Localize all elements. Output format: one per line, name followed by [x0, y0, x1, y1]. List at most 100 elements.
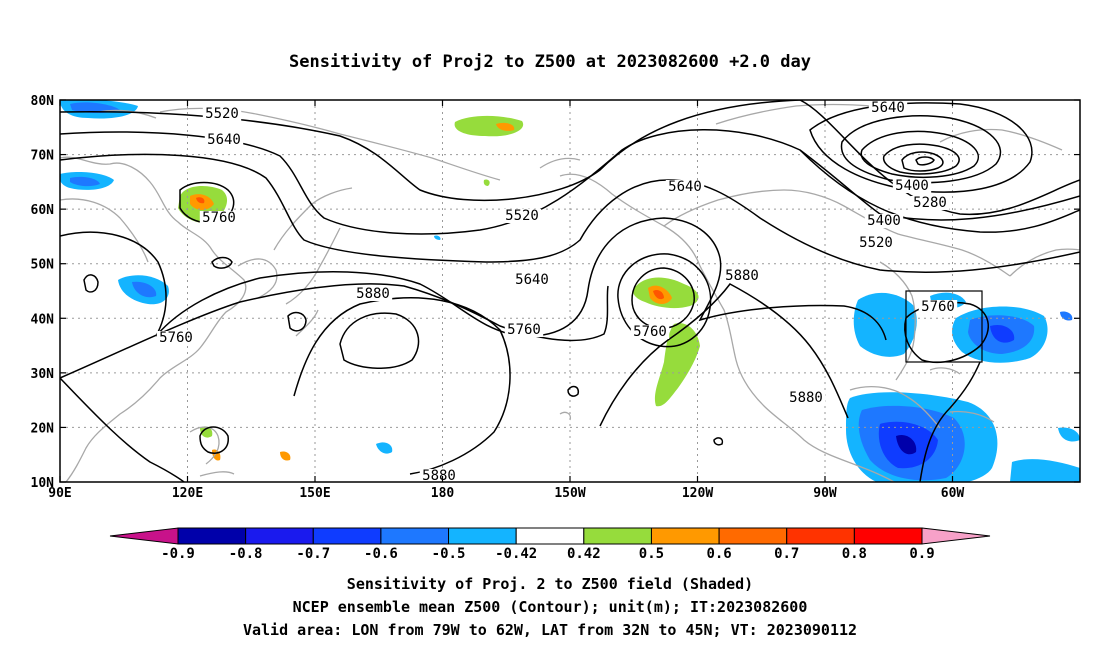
positive-core: [280, 451, 291, 461]
colorbar-label: 0.7: [774, 546, 799, 562]
latitude-label: 80N: [31, 94, 55, 109]
contour-label: 5640: [207, 132, 241, 148]
contour-label-background: [665, 180, 705, 194]
valid-area-box: [905, 290, 983, 363]
contour-label-background: [856, 236, 896, 250]
negative-region: [1058, 427, 1080, 442]
lat-lon-gridlines: [60, 100, 1080, 482]
contour-label-background: [868, 101, 908, 115]
negative-region: [434, 235, 441, 240]
latitude-label: 20N: [31, 421, 55, 436]
negative-core: [70, 176, 100, 187]
longitude-label: 120W: [682, 486, 713, 501]
positive-core: [196, 197, 205, 204]
colorbar-label: 0.9: [909, 546, 934, 562]
negative-core: [896, 434, 917, 455]
contour-label: 5760: [921, 299, 955, 315]
colorbar-segment: [583, 527, 652, 545]
colorbar: -0.9 -0.8 -0.7 -0.6 -0.5 -0.42 0.42 0.5 0.6 0.7 0.…: [109, 527, 991, 562]
colorbar-segment: [515, 527, 585, 545]
contour-label-background: [199, 211, 239, 225]
contour-label-background: [204, 133, 244, 147]
contour-label: 5640: [871, 100, 905, 116]
z500-contours: [60, 100, 1080, 482]
positive-core: [653, 289, 664, 300]
colorbar-label: -0.8: [229, 546, 263, 562]
contour-label: 5760: [633, 324, 667, 340]
colorbar-segment: [312, 527, 382, 545]
colorbar-label: -0.7: [296, 546, 330, 562]
colorbar-segment: [650, 527, 720, 545]
negative-core: [132, 281, 157, 298]
positive-region: [454, 115, 524, 137]
colorbar-label: -0.5: [432, 546, 466, 562]
latitude-label: 70N: [31, 149, 55, 164]
contour-label: 5400: [895, 178, 929, 194]
contour-label: 5520: [205, 106, 239, 122]
positive-region: [200, 426, 213, 438]
contour-label: 5760: [202, 210, 236, 226]
latitude-label: 50N: [31, 258, 55, 273]
colorbar-label: 0.6: [706, 546, 731, 562]
map-panel: 5520 5640 5760 5520 5640 5760 5880 5760 5880 5760…: [60, 100, 1080, 484]
colorbar-label: -0.42: [495, 546, 537, 562]
longitude-label: 60W: [941, 486, 965, 501]
negative-region: [376, 442, 393, 454]
contour-label: 5880: [789, 390, 823, 406]
colorbar-label: -0.6: [364, 546, 398, 562]
longitude-label: 90E: [48, 486, 71, 501]
colorbar-segment: [245, 527, 314, 545]
colorbar-segment: [177, 527, 247, 545]
colorbar-segment: [853, 527, 923, 545]
contour-label-background: [504, 323, 544, 337]
contour-label-background: [512, 273, 552, 287]
contour-label: 5880: [725, 268, 759, 284]
contour-label: 5880: [422, 468, 456, 484]
longitude-label: 120E: [172, 486, 203, 501]
contour-label-background: [864, 214, 904, 228]
negative-core: [990, 324, 1015, 343]
contour-label: 5880: [356, 286, 390, 302]
contour-label-background: [910, 196, 950, 210]
colorbar-arrow-high: [921, 527, 991, 545]
negative-region: [1010, 459, 1080, 482]
contour-label: 5520: [505, 208, 539, 224]
contour-label-background: [353, 287, 393, 301]
positive-region: [654, 323, 700, 407]
contour-label-background: [202, 107, 242, 121]
latitude-label: 30N: [31, 367, 55, 382]
contour-label: 5400: [867, 213, 901, 229]
colorbar-label: 0.8: [842, 546, 867, 562]
colorbar-label: 0.5: [639, 546, 664, 562]
contour-label: 5520: [859, 235, 893, 251]
colorbar-label: -0.9: [161, 546, 195, 562]
contour-label: 5640: [515, 272, 549, 288]
contour-label: 5760: [159, 330, 193, 346]
caption-line-2: NCEP ensemble mean Z500 (Contour); unit(…: [293, 598, 808, 616]
latitude-label: 10N: [31, 476, 55, 491]
caption-line-1: Sensitivity of Proj. 2 to Z500 field (Sh…: [347, 575, 753, 593]
latitude-label: 40N: [31, 312, 55, 327]
contour-label-background: [502, 209, 542, 223]
contour-labels: 5520 5640 5760 5520 5640 5760 5880 5760 5880 5760…: [156, 100, 958, 484]
contour-label: 5760: [507, 322, 541, 338]
longitude-label: 180: [431, 486, 455, 501]
longitude-labels: 90E 120E 150E 180 150W 120W 90W 60W: [48, 486, 964, 501]
colorbar-label: 0.42: [567, 546, 601, 562]
contour-label-background: [630, 325, 670, 339]
colorbar-arrow-low: [109, 527, 179, 545]
contour-label-background: [156, 331, 196, 345]
colorbar-segment: [380, 527, 450, 545]
positive-region: [483, 179, 490, 186]
latitude-labels: 80N 70N 60N 50N 40N 30N 20N 10N: [31, 94, 55, 491]
contour-label: 5280: [913, 195, 947, 211]
contour-label-background: [786, 391, 826, 405]
contour-label-background: [918, 300, 958, 314]
longitude-label: 150E: [299, 486, 330, 501]
figure-title: Sensitivity of Proj2 to Z500 at 20230826…: [289, 52, 811, 72]
positive-core: [496, 122, 515, 131]
caption-line-3: Valid area: LON from 79W to 62W, LAT fro…: [243, 621, 857, 639]
colorbar-segment: [786, 527, 855, 545]
latitude-label: 60N: [31, 203, 55, 218]
